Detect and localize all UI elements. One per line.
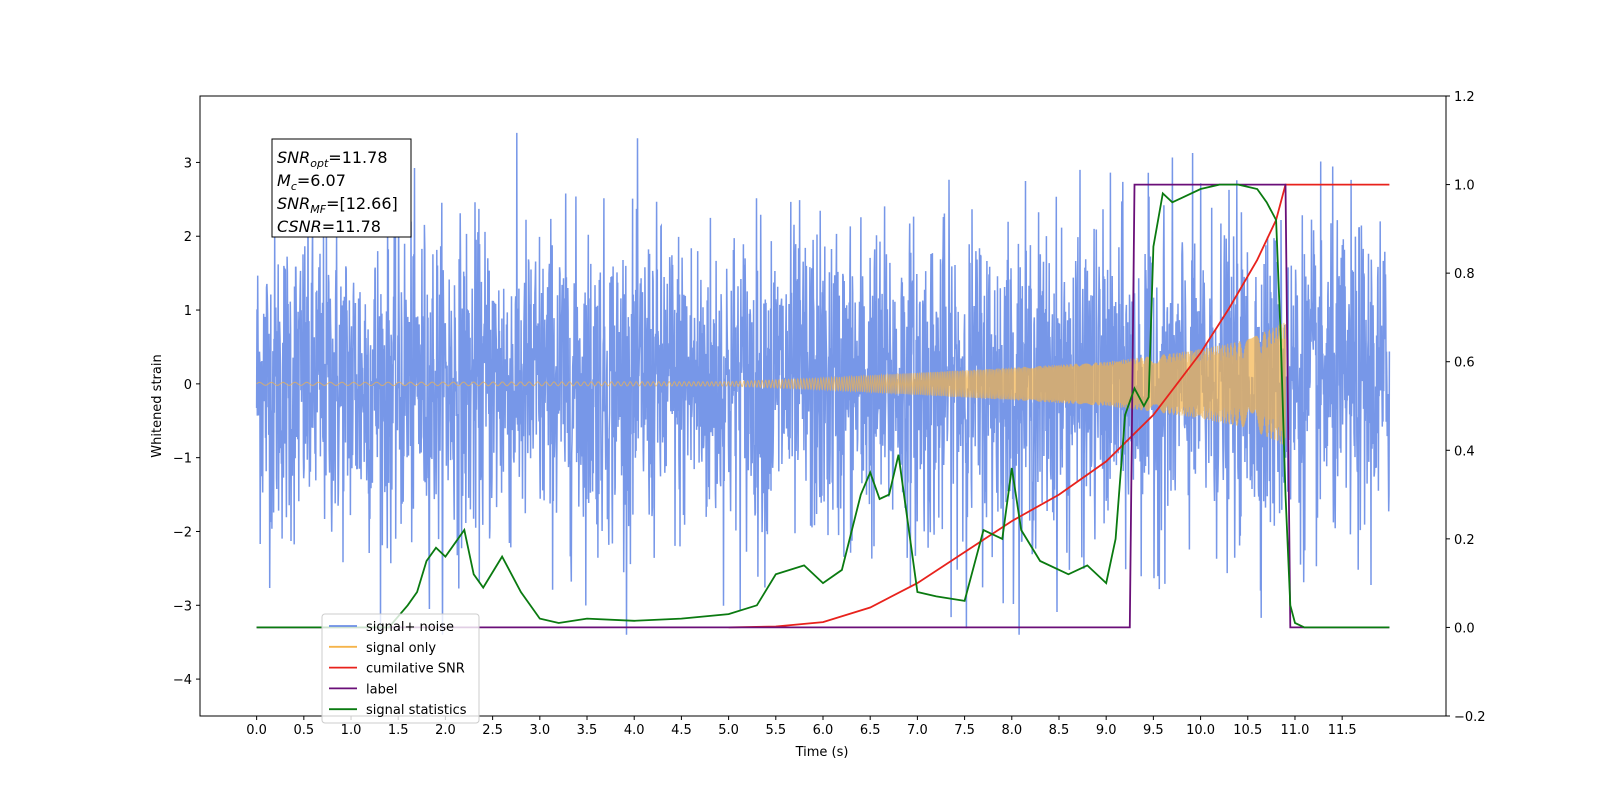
x-tick-label: 3.5 bbox=[577, 723, 598, 738]
annotation-line: SNRopt=11.78 bbox=[277, 148, 388, 170]
x-tick-label: 6.5 bbox=[860, 723, 881, 738]
y-tick-label: 3 bbox=[184, 156, 192, 171]
x-tick-label: 8.0 bbox=[1001, 723, 1022, 738]
annotation-frame bbox=[271, 138, 412, 238]
x-axis: 0.0 0.5 1.0 1.5 2.0 2.5 3.0 3.5 4.0 4.5 5.0 5.5 6.0 6… bbox=[246, 716, 1357, 738]
annotation-box: SNRopt=11.78Mc=6.07SNRMF=[12.66]CSNR=11.… bbox=[271, 138, 412, 238]
annotation-line: SNRMF=[12.66] bbox=[277, 194, 398, 216]
legend-label: signal only bbox=[366, 641, 436, 656]
y-tick-label: 0 bbox=[184, 378, 192, 393]
annotation-subscript: c bbox=[291, 180, 297, 193]
x-tick-label: 9.0 bbox=[1096, 723, 1117, 738]
legend-frame bbox=[321, 613, 480, 724]
y-tick-label: 2 bbox=[184, 230, 192, 245]
x-tick-label: 4.0 bbox=[624, 723, 645, 738]
legend: signal+ noise signal only cumilative SNR la… bbox=[321, 613, 480, 724]
y-tick-label: 1 bbox=[184, 304, 192, 319]
series-signal-noise bbox=[255, 132, 1391, 635]
y2-tick-label: 0.8 bbox=[1454, 267, 1475, 282]
x-tick-label: 7.0 bbox=[907, 723, 928, 738]
y2-tick-label: 0.0 bbox=[1454, 621, 1475, 636]
annotation-symbol: CSNR bbox=[277, 217, 322, 236]
y2-tick-label: 1.0 bbox=[1454, 179, 1475, 194]
annotation-symbol: SNR bbox=[277, 194, 310, 213]
annotation-symbol: M bbox=[277, 171, 291, 190]
x-tick-label: 2.5 bbox=[482, 723, 503, 738]
y-axis-left: 3 2 1 0 −1 −2 −3 −4 bbox=[173, 156, 200, 688]
legend-label: signal statistics bbox=[366, 703, 467, 718]
annotation-subscript: opt bbox=[310, 157, 329, 170]
x-tick-label: 8.5 bbox=[1049, 723, 1070, 738]
x-tick-label: 5.0 bbox=[718, 723, 739, 738]
series-cumulative-snr bbox=[728, 183, 1390, 629]
legend-label: label bbox=[366, 682, 397, 697]
x-tick-label: 11.0 bbox=[1280, 723, 1309, 738]
x-tick-label: 0.0 bbox=[246, 723, 267, 738]
y-tick-label: −1 bbox=[173, 452, 192, 467]
annotation-value: =6.07 bbox=[297, 171, 346, 190]
y-tick-label: −2 bbox=[173, 525, 192, 540]
x-tick-label: 10.5 bbox=[1233, 723, 1262, 738]
legend-label: signal+ noise bbox=[366, 620, 454, 635]
x-tick-label: 11.5 bbox=[1328, 723, 1357, 738]
y2-tick-label: 1.2 bbox=[1454, 90, 1475, 105]
y2-tick-label: −0.2 bbox=[1454, 710, 1486, 725]
annotation-line: CSNR=11.78 bbox=[277, 217, 381, 236]
x-tick-label: 2.0 bbox=[435, 723, 456, 738]
y2-tick-label: 0.6 bbox=[1454, 356, 1475, 371]
x-tick-label: 4.5 bbox=[671, 723, 692, 738]
x-tick-label: 1.0 bbox=[341, 723, 362, 738]
x-tick-label: 6.0 bbox=[813, 723, 834, 738]
x-tick-label: 9.5 bbox=[1143, 723, 1164, 738]
y-axis-right: 1.2 1.0 0.8 0.6 0.4 0.2 0.0 −0.2 bbox=[1446, 90, 1486, 725]
y-tick-label: −4 bbox=[173, 673, 192, 688]
x-tick-label: 10.0 bbox=[1186, 723, 1215, 738]
legend-label: cumilative SNR bbox=[366, 662, 465, 677]
x-tick-label: 0.5 bbox=[293, 723, 314, 738]
x-tick-label: 5.5 bbox=[765, 723, 786, 738]
x-axis-title: Time (s) bbox=[795, 745, 849, 760]
annotation-value: =11.78 bbox=[328, 148, 387, 167]
y2-tick-label: 0.4 bbox=[1454, 444, 1475, 459]
y-tick-label: −3 bbox=[173, 599, 192, 614]
annotation-value: =[12.66] bbox=[326, 194, 398, 213]
x-tick-label: 3.0 bbox=[529, 723, 550, 738]
annotation-value: =11.78 bbox=[322, 217, 381, 236]
series-signal-only bbox=[256, 322, 1286, 446]
x-tick-label: 1.5 bbox=[388, 723, 409, 738]
annotation-subscript: MF bbox=[310, 203, 326, 216]
series-layer bbox=[255, 132, 1391, 635]
y-axis-title: Whitened strain bbox=[150, 354, 165, 457]
annotation-symbol: SNR bbox=[277, 148, 310, 167]
annotation-line: Mc=6.07 bbox=[277, 171, 346, 193]
y2-tick-label: 0.2 bbox=[1454, 533, 1475, 548]
x-tick-label: 7.5 bbox=[954, 723, 975, 738]
series-signal-statistics bbox=[256, 183, 1390, 629]
